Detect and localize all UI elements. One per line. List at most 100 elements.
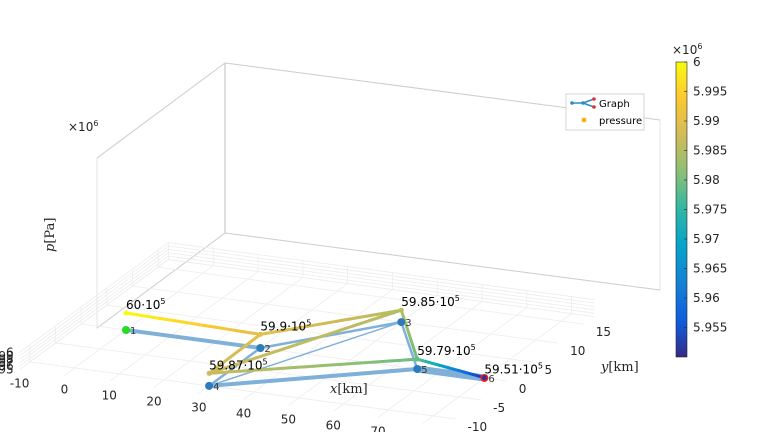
graph-edge-1-2 xyxy=(124,328,263,350)
graph-node-label: 5 xyxy=(421,365,427,376)
y-tick-label: -5 xyxy=(493,401,505,415)
grid-left-wall-z xyxy=(19,259,169,370)
grid-left-wall-z xyxy=(19,242,169,353)
floor-back-edge-left xyxy=(96,232,226,329)
x-tick-label: 80 xyxy=(415,430,430,432)
graph-edge-2-3 xyxy=(259,320,403,350)
grid-left-wall-z xyxy=(19,249,169,360)
graph-nodes-floor: 1 2 3 4 5 6 xyxy=(122,318,495,393)
x-axis-label: x[km] xyxy=(330,382,368,397)
x-axis-ticks: -10 0 10 20 30 40 50 60 70 80 xyxy=(10,376,431,432)
colorbar-tick-label: 6 xyxy=(693,55,701,69)
graph-edge-4-5 xyxy=(207,367,420,388)
colorbar: 5.955 5.96 5.965 5.97 5.975 5.98 5.985 5.99 5.99… xyxy=(672,42,727,358)
axes-box xyxy=(19,62,661,424)
z-axis-ticks: 5.955.965.975.985.996 xyxy=(0,345,14,376)
pressure-point-6 xyxy=(481,375,487,381)
legend-graph-node-d xyxy=(592,105,596,109)
graph-edge-3-5 xyxy=(400,320,419,371)
grid-back-wall-z xyxy=(168,245,595,304)
x-tick-label: 70 xyxy=(370,424,385,432)
grid-floor-y xyxy=(106,304,533,363)
pressure-annotation-5: 59.79·105 xyxy=(417,343,476,358)
legend-graph-branch-up xyxy=(582,98,595,104)
grid-floor-x xyxy=(153,277,304,388)
graph-edge-2-4 xyxy=(207,346,262,388)
legend-graph-node-b xyxy=(581,101,585,105)
colorbar-tick-label: 5.985 xyxy=(693,144,727,158)
legend-label-graph: Graph xyxy=(599,99,630,110)
colorbar-tick-label: 5.965 xyxy=(693,262,727,276)
grid-floor-x xyxy=(377,307,528,418)
colorbar-tick-label: 5.975 xyxy=(693,203,727,217)
graph-node-1 xyxy=(122,326,130,334)
grid-back-wall-z xyxy=(168,252,595,311)
z-tick-label: 5.98 xyxy=(0,352,14,366)
grid-back-wall-z xyxy=(168,259,595,317)
x-tick-label: -10 xyxy=(10,376,30,390)
grid-back-wall-z xyxy=(168,255,595,314)
legend-label-pressure: pressure xyxy=(599,116,642,127)
colorbar-tick-label: 5.96 xyxy=(693,291,720,305)
legend-graph-node-a xyxy=(570,101,574,105)
y-tick-label: 0 xyxy=(519,382,527,396)
graph-node-label: 4 xyxy=(213,382,219,393)
pressure-point-5 xyxy=(414,356,420,362)
z-tick-label: 5.97 xyxy=(0,356,14,370)
pressure-edges xyxy=(124,308,486,380)
grid-floor-x xyxy=(333,301,483,412)
legend-graph-node-c xyxy=(592,97,596,101)
x-tick-label: 0 xyxy=(61,382,69,396)
pressure-point-4 xyxy=(206,370,212,376)
x-tick-label: 60 xyxy=(326,418,341,432)
graph-node-3 xyxy=(397,318,406,327)
z-axis-exponent: ×106 xyxy=(68,119,98,134)
colorbar-tick-label: 5.98 xyxy=(693,173,720,187)
graph-node-label: 6 xyxy=(488,374,494,385)
pressure-annotations: 60·105 59.9·105 59.85·105 59.87·105 59.79·10… xyxy=(126,294,543,376)
grid-left-wall-z xyxy=(19,255,169,367)
grid-floor-y xyxy=(132,285,559,344)
graph-node-4 xyxy=(205,381,214,390)
graph-node-label: 2 xyxy=(264,344,270,355)
colorbar-tick-label: 5.955 xyxy=(693,321,727,335)
y-tick-label: 10 xyxy=(570,344,585,358)
grid-floor-x xyxy=(288,295,438,406)
pressure-annotation-3: 59.85·105 xyxy=(401,294,460,309)
grid-floor-y xyxy=(29,361,456,420)
pressure-annotation-4: 59.87·105 xyxy=(209,357,268,372)
graph-node-5 xyxy=(413,365,422,373)
pressure-annotation-1: 60·105 xyxy=(126,297,165,312)
y-tick-label: 5 xyxy=(544,363,552,377)
graph-edge-5-6 xyxy=(413,365,488,382)
x-tick-label: 50 xyxy=(281,412,296,426)
grid-back-wall-z xyxy=(168,248,595,307)
z-axis-label: p[Pa] xyxy=(43,218,58,252)
grid-left-wall-z xyxy=(19,245,169,357)
legend-box xyxy=(565,93,645,131)
grid-floor-y xyxy=(158,266,584,325)
x-tick-label: 20 xyxy=(146,394,161,408)
y-tick-label: 15 xyxy=(596,325,611,339)
grid-lines xyxy=(19,242,595,424)
pressure-point-1 xyxy=(123,310,129,316)
z-tick-label: 5.95 xyxy=(0,362,14,376)
pressure-point-2 xyxy=(257,331,263,337)
pressure-edge-5-6 xyxy=(415,357,486,380)
colorbar-ticks: 5.955 5.96 5.965 5.97 5.975 5.98 5.985 5.99 5.99… xyxy=(684,55,727,335)
z-tick-label: 6 xyxy=(6,345,14,359)
x-tick-label: 30 xyxy=(191,400,206,414)
grid-floor-x xyxy=(64,265,214,376)
pressure-annotation-6: 59.51·105 xyxy=(484,362,543,377)
grid-floor-x xyxy=(109,271,259,382)
legend-graph-icon xyxy=(570,97,596,109)
z-tick-label: 5.96 xyxy=(0,359,14,373)
pressure-edge-1-2 xyxy=(124,311,262,336)
y-tick-label: -10 xyxy=(468,420,488,432)
graph-node-label: 3 xyxy=(405,318,411,329)
x-tick-label: 10 xyxy=(102,388,117,402)
graph-edges-floor xyxy=(124,320,488,388)
x-tick-label: 40 xyxy=(236,406,251,420)
y-axis-label: y[km] xyxy=(600,360,639,375)
colorbar-exponent: ×106 xyxy=(672,42,702,57)
